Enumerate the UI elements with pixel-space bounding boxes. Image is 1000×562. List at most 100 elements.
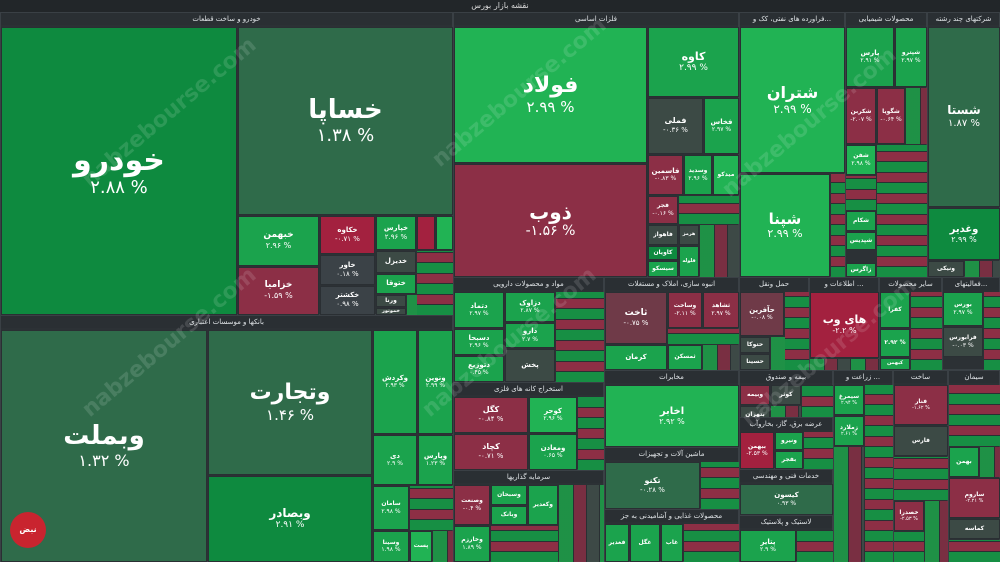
tile-sakhab[interactable]: ثاخت -۰.۷۵ % [605,292,667,344]
tile-haweb[interactable]: های وب -۲.۲ % [810,292,879,358]
tile-khdizel[interactable]: خدیزل [376,251,416,273]
tile-khtoka[interactable]: ختوقا [376,274,416,294]
tile-khpars-2[interactable] [417,216,435,250]
tile-kmaaden[interactable]: ومعادن ۰.۶۵ % [529,434,577,470]
tile-pakhsh[interactable]: پخش [505,349,555,382]
tile-fajr[interactable]: فجر -۰.۱۶ % [648,196,678,224]
tile-boors[interactable]: بورس ۲.۹۷ % [943,292,983,326]
tile-khzamia[interactable]: خزامیا -۱.۵۹ % [238,267,319,315]
tile-kerman[interactable]: کرمان [605,345,667,370]
tile-vnovin[interactable]: ونوین ۲.۹۹ % [418,330,453,434]
tile-ghsirin[interactable]: فغدیر [605,524,629,562]
tile-bbahman[interactable]: ببهمن -۲.۵۳ % [740,432,774,469]
tile-khpars-3[interactable] [436,216,453,250]
tile-faravar[interactable]: فلوله [679,246,699,277]
tile-fanar[interactable]: فنار -۱.۶۲ % [894,385,948,425]
tile-ventra[interactable]: ورنا [376,295,406,307]
tile-khavar[interactable]: خاور ۰.۱۸ % [320,255,375,285]
tile-kowsar[interactable]: کوثر [771,385,801,405]
tile-shekam[interactable]: شکام [846,211,876,231]
tile-vbank[interactable]: وبانک [491,506,527,525]
tile-ghab[interactable]: غاب [661,524,683,562]
tile-dara[interactable]: دارو ۲.۷ % [505,323,555,348]
tile-faraboors[interactable]: فرابورس -۰.۰۳ % [943,327,983,357]
tile-shkgosh[interactable]: شکربن -۲.۰۷ % [846,88,876,144]
tile-shina[interactable]: شپنا ۲.۹۹ % [740,174,830,277]
tile-tamaskan[interactable]: ثمسکن [668,345,702,370]
tile-vsakht[interactable]: وصنعت -۰.۴ % [454,485,490,525]
tile-shsepa[interactable]: شگویا -۰.۶۴ % [877,88,905,144]
tile-shetran[interactable]: شتران ۲.۹۹ % [740,27,845,173]
tile-fameli[interactable]: فملی -۰.۳۶ % [648,98,703,154]
tile-hormoz[interactable]: هرمز [679,225,699,245]
tile-shapdis[interactable]: شپدیس [846,232,876,250]
tile-khzar[interactable]: خصدرا -۲.۵۳ % [894,501,924,531]
tile-khsapa[interactable]: خساپا ۱.۳۸ % [238,27,453,215]
tile-zmalard[interactable]: زملارد ۲.۶۱ % [834,416,864,446]
tile-vpars[interactable]: وپارس ۱.۲۳ % [418,435,453,485]
tile-tekno[interactable]: تکنو -۰.۲۸ % [605,462,700,509]
tile-dzarav[interactable]: دزاوک ۲.۸۷ % [505,292,555,322]
tile-hatoka[interactable]: حتوکا [740,337,770,353]
tile-vsakhsh[interactable]: وکغدیر [528,485,558,525]
sector-metals: فلزات اساسی فولاد ۲.۹۹ % ذوب -۱.۵۶ % کاو… [453,12,739,277]
tile-kfara[interactable]: کفرا [880,292,910,328]
tile-vnikh[interactable]: بفجر [775,451,803,469]
tile-sisko[interactable]: سیسکو [648,261,678,277]
tile-dtozi[interactable]: دتوزیع ۰.۴۵ % [454,356,504,382]
tile-fasmin[interactable]: فاسمین -۰.۸۳ % [648,155,683,195]
tile-ghgol[interactable]: غگل [630,524,660,562]
tile-hasina[interactable]: حسینا [740,354,770,370]
tile-tmas[interactable]: کماسه [949,519,1000,539]
tile-gol[interactable]: کگل -۰.۸۴ % [454,397,528,433]
tile-kheshtar[interactable]: خکشتر ۰.۹۸ % [320,286,375,315]
tile-midko[interactable]: میدکو [713,155,739,195]
tile-vbsader[interactable]: وبصادر ۲.۹۱ % [208,476,372,562]
tile-shgol[interactable]: شفن ۲.۹۸ % [846,145,876,175]
tile-dana[interactable]: دتماد ۲.۹۷ % [454,292,504,328]
tile-kave[interactable]: کاوه ۲.۹۹ % [648,27,739,97]
tile-khpars[interactable]: خپارس ۲.۹۶ % [376,216,416,250]
tile-pars[interactable]: پارس ۲.۹۱ % [846,27,894,87]
tile-zagros[interactable]: زاگرس [846,263,876,277]
tile-faraka[interactable]: فارس [894,426,948,456]
tile-dsobha[interactable]: دسبحا ۲.۹۶ % [454,329,504,355]
tile-shiraz[interactable]: شپترو ۲.۹۷ % [895,27,927,87]
tile-vtejarat[interactable]: وتجارت ۱.۴۶ % [208,330,372,475]
tile-ptayr[interactable]: پتایر ۲.۹ % [740,530,796,562]
tile-samaha[interactable]: وساخت -۲.۱۱ % [668,292,702,328]
tile-folad[interactable]: فولاد ۲.۹۹ % [454,27,647,163]
tile-fasa[interactable]: فخاس ۲.۹۷ % [704,98,739,154]
tile-kchad[interactable]: کچاد -۰.۷۱ % [454,434,528,470]
tile-fakhoz[interactable]: فاهواز [648,225,678,245]
tile-samaan[interactable]: سامان ۲.۹۸ % [373,486,409,530]
tile-sehd[interactable]: ثشاهد ۲.۹۷ % [703,292,739,328]
tile-vghadir[interactable]: وغدیر ۲.۹۹ % [928,208,1000,260]
tile-vsadid[interactable]: وسدید ۲.۹۶ % [684,155,712,195]
tile-vday[interactable]: دی ۲.۹ % [373,435,417,485]
tile-vkardesh[interactable]: وکردش ۲.۹۳ % [373,330,417,434]
tile-vkharazm[interactable]: وخارزم ۱.۸۹ % [454,526,490,562]
tile-kisoon[interactable]: کیسون ۰.۹۳ % [740,484,833,515]
tile-sehgmat[interactable]: ساروم -۲.۲۱ % [949,478,1000,518]
tile-kebahman[interactable]: کبهمن [880,358,910,370]
tile-khkave[interactable]: خکاوه -۰.۷۱ % [320,216,375,254]
tile-khodro[interactable]: خودرو ۲.۸۸ % [1,27,237,315]
tile-simorgh[interactable]: سیمرغ ۲.۹۴ % [834,385,864,415]
tile-hafarin[interactable]: حآفرین -۰.۰۸ % [740,292,784,336]
tile-khmootor[interactable]: خموتور [376,308,406,315]
tile-vbimeh[interactable]: وبیمه [740,385,770,405]
tile-vsmahan[interactable]: وسبحان [491,485,527,505]
tile-akhaber[interactable]: اخابر ۲.۹۲ % [605,385,739,447]
tile-zob[interactable]: ذوب -۱.۵۶ % [454,164,647,277]
tile-dbahman[interactable]: بهمن [949,447,979,477]
tile-vsina[interactable]: وسینا ۱.۹۸ % [373,531,409,562]
tile-khbahman[interactable]: خبهمن ۲.۹۶ % [238,216,319,266]
tile-shasta[interactable]: شستا ۱.۸۷ % [928,27,1000,207]
tile-vnik[interactable]: ونیکی [928,261,964,277]
tile-kkhak[interactable]: ۲.۹۲ % [880,329,910,357]
tile-bfajr[interactable]: ونیرو [775,432,803,450]
tile-kavian[interactable]: کاویان [648,246,678,260]
tile-postbank[interactable]: پست [410,531,432,562]
tile-vkhark[interactable]: کوحر ۲.۹۶ % [529,397,577,433]
